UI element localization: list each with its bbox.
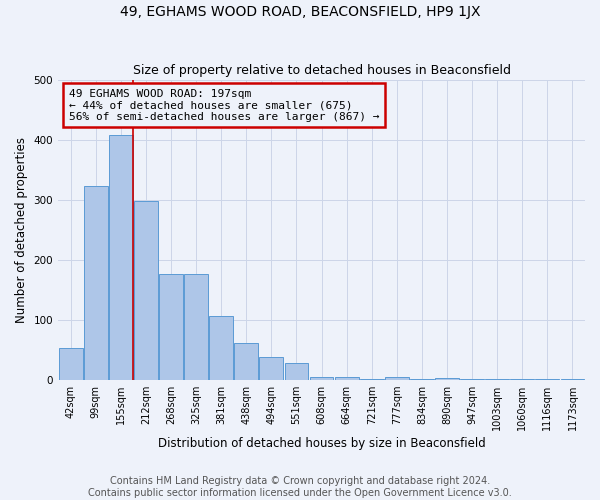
Bar	[184, 274, 208, 380]
Bar	[109, 136, 133, 380]
Bar	[485, 379, 509, 380]
Bar	[511, 379, 534, 380]
Text: 49 EGHAMS WOOD ROAD: 197sqm
← 44% of detached houses are smaller (675)
56% of se: 49 EGHAMS WOOD ROAD: 197sqm ← 44% of det…	[68, 88, 379, 122]
Bar	[460, 379, 484, 380]
Bar	[410, 378, 434, 380]
Bar	[159, 274, 183, 380]
Bar	[535, 378, 559, 380]
Bar	[360, 378, 383, 380]
Bar	[134, 201, 158, 380]
Bar	[385, 378, 409, 380]
Bar	[259, 357, 283, 380]
Bar	[335, 378, 359, 380]
Bar	[560, 379, 584, 380]
Bar	[310, 378, 334, 380]
Bar	[84, 186, 107, 380]
Bar	[209, 316, 233, 380]
Bar	[284, 363, 308, 380]
Bar	[59, 348, 83, 380]
X-axis label: Distribution of detached houses by size in Beaconsfield: Distribution of detached houses by size …	[158, 437, 485, 450]
Title: Size of property relative to detached houses in Beaconsfield: Size of property relative to detached ho…	[133, 64, 511, 77]
Y-axis label: Number of detached properties: Number of detached properties	[15, 136, 28, 322]
Text: 49, EGHAMS WOOD ROAD, BEACONSFIELD, HP9 1JX: 49, EGHAMS WOOD ROAD, BEACONSFIELD, HP9 …	[120, 5, 480, 19]
Bar	[235, 342, 258, 380]
Bar	[435, 378, 459, 380]
Text: Contains HM Land Registry data © Crown copyright and database right 2024.
Contai: Contains HM Land Registry data © Crown c…	[88, 476, 512, 498]
